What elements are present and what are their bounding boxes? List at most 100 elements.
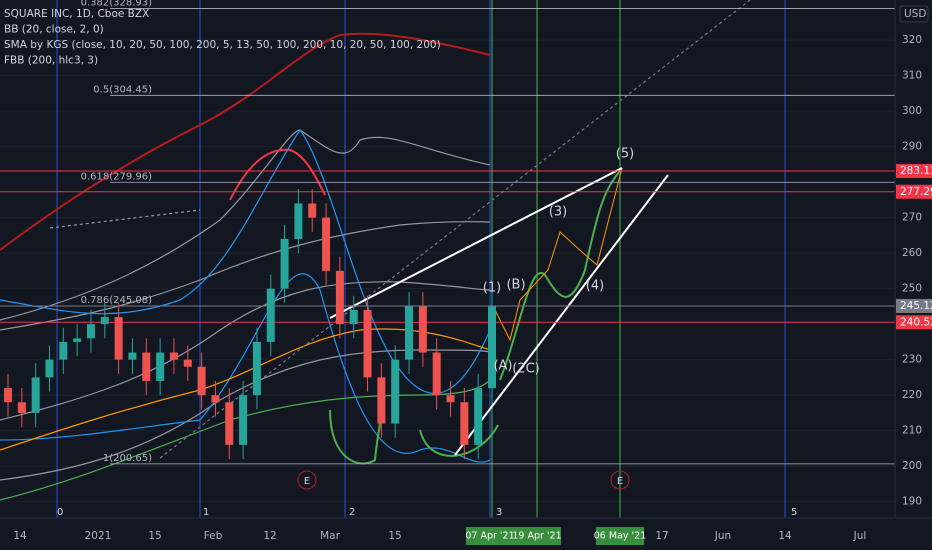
candle-body [432,352,441,396]
fib-label: 0.382(328.93) [81,0,153,8]
candle-body [114,317,123,360]
legend-line: FBB (200, hlc3, 3) [4,55,98,67]
price-tag [896,184,932,199]
x-tick-label: 2021 [85,530,112,542]
x-tick-label: 17 [655,530,668,542]
candle-body [294,203,303,239]
candle-body [17,402,26,413]
x-tick-label: Feb [204,530,223,542]
wave-label: (1) [483,281,501,296]
wave-label: (5) [616,147,634,162]
price-tag-label: 240.53 [900,316,932,328]
price-tag [896,315,932,330]
currency-box [899,5,929,23]
date-box [596,527,644,545]
candle-body [446,395,455,403]
candle-body [308,203,317,218]
candle-body [377,377,386,424]
price-lines [0,170,895,323]
candle-body [335,270,344,325]
price-tag-label: 283.13 [900,165,932,177]
x-tick-label: 14 [778,530,792,542]
date-label: 06 May '21 [594,531,646,542]
x-tick-label: Jul [853,530,867,542]
wave-label: (A) [493,359,512,374]
candle-body [363,309,372,378]
date-label: 19 Apr '21 [512,531,561,542]
legend: SQUARE INC, 1D, Cboe BZX BB (20, close, 2… [4,8,441,67]
candle-body [45,359,54,378]
cycle-label: 2 [349,507,355,518]
y-axis: 190 200 210 220 230 250 260 270 290 300 310 320 USD 2… [896,5,932,508]
candle-body [128,352,137,360]
y-tick-label: 250 [902,283,922,295]
candle-body [239,395,248,445]
x-tick-label: 15 [388,530,401,542]
candle-body [322,217,331,271]
candles [4,189,496,460]
price-tag [896,164,932,179]
price-tag-label: 245.12 [900,300,932,312]
candle-body [31,377,40,413]
candle-body [142,352,151,381]
currency: USD [904,8,926,20]
y-tick-label: 190 [902,496,922,508]
candle-body [349,309,358,325]
event-label: E [304,476,310,487]
date-lines [491,0,621,518]
candle-body [252,341,261,396]
wave-labels: (1) (B) (3) (5) (4) (A) (2C) [483,147,634,377]
fib-label: 0.786(245.08) [81,295,153,306]
fib-label: 1(200.65) [103,453,152,464]
x-tick-label: Mar [320,530,340,542]
y-tick-label: 260 [902,247,922,259]
cycle-label: 3 [496,507,502,518]
candle-body [86,324,95,339]
price-tag [896,298,932,313]
candle-body [391,359,400,424]
y-tick-label: 320 [902,34,922,46]
legend-line: BB (20, close, 2, 0) [4,24,104,36]
candle-body [4,388,12,403]
x-tick-label: 14 [13,530,27,542]
candle-body [418,306,427,353]
event-label: E [617,476,623,487]
event-marker [610,470,630,490]
y-tick-label: 270 [902,212,922,224]
candle-body [488,306,496,389]
fib-label: 0.618(279.96) [81,171,153,182]
candle-body [211,395,220,403]
cycle-label: 5 [791,507,797,518]
candle-body [225,402,234,445]
legend-line: SQUARE INC, 1D, Cboe BZX [4,8,149,20]
y-tick-label: 290 [902,141,922,153]
price-tag-label: 277.29 [900,186,932,198]
y-tick-label: 300 [902,105,922,117]
wave-label: (2C) [512,362,540,377]
date-box [513,527,561,545]
date-label: 07 Apr '21 [465,531,514,542]
event-marker [297,470,317,490]
candle-body [405,306,414,360]
legend-line: SMA by KGS (close, 10, 20, 50, 100, 200,… [4,39,441,51]
y-tick-label: 230 [902,354,922,366]
fib-label: 0.5(304.45) [93,84,152,95]
x-tick-label: 15 [148,530,161,542]
wave-label: (3) [549,205,567,220]
x-tick-label: 12 [263,530,276,542]
x-tick-label: Jun [714,530,731,542]
grid [0,39,895,503]
wave-label: (4) [586,279,604,294]
candle-body [266,288,275,342]
candle-body [169,352,178,360]
y-tick-label: 310 [902,70,922,82]
y-tick-label: 210 [902,425,922,437]
indicators [0,0,751,501]
x-axis: 14 2021 15 Feb 12 Mar 15 17 Jun 14 Jul 07 Apr '2119… [13,470,867,545]
candle-body [460,402,469,445]
price-axis [895,0,932,550]
candle-body [197,366,206,396]
